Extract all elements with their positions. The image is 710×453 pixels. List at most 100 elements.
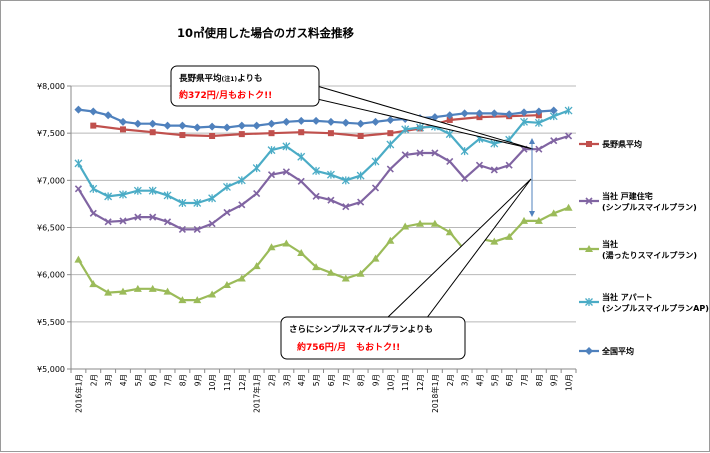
data-point (133, 119, 142, 128)
callout-top: 長野県平均(注1)よりも 約372円/月もおトク!! (170, 65, 534, 150)
data-point (341, 118, 350, 127)
marker-star (282, 142, 291, 151)
data-point (193, 198, 202, 207)
data-point (356, 269, 365, 277)
marker-x (119, 217, 127, 225)
data-point (534, 107, 543, 116)
data-point (297, 116, 306, 125)
marker-star (148, 186, 157, 195)
data-point (326, 170, 335, 179)
marker-diamond (445, 111, 454, 120)
series-line (77, 206, 569, 302)
marker-x (342, 203, 350, 211)
marker-triangle (133, 284, 142, 292)
legend-label-sub: (シンプルスマイルプラン) (602, 202, 697, 212)
marker-triangle (371, 254, 380, 262)
marker-x (267, 171, 276, 179)
data-point (148, 284, 157, 292)
data-point (490, 109, 499, 118)
data-point (475, 161, 484, 169)
legend-label: 全国平均 (601, 346, 634, 356)
data-point (535, 145, 543, 153)
series-line (77, 134, 569, 231)
data-point (267, 146, 276, 155)
data-point (179, 132, 186, 139)
x-tick-label: 3月 (282, 374, 291, 386)
marker-star (193, 198, 202, 207)
data-point (104, 218, 112, 226)
marker-square (90, 122, 97, 129)
marker-x (490, 166, 498, 174)
series-line (77, 109, 569, 205)
callout-bottom-line2b: もおトク!! (356, 342, 400, 353)
marker-triangle (252, 262, 261, 270)
marker-triangle (401, 222, 410, 230)
marker-star (119, 190, 127, 199)
y-tick-label: ¥7,000 (37, 176, 65, 185)
series-layer (74, 105, 573, 304)
data-point (564, 106, 573, 115)
data-point (386, 115, 395, 124)
marker-triangle (148, 284, 157, 292)
x-tick-label: 4月 (475, 374, 484, 386)
data-point (326, 117, 335, 126)
callout-bottom: さらにシンプルスマイルプランよりも 約756円/月 もおトク!! (280, 178, 532, 360)
marker-x (178, 225, 186, 233)
marker-star (326, 170, 335, 179)
marker-star (371, 157, 380, 166)
data-point (416, 219, 425, 227)
data-point (341, 176, 350, 185)
data-point (238, 201, 246, 209)
marker-x (312, 192, 320, 200)
marker-x (282, 168, 290, 176)
data-point (298, 129, 305, 136)
data-point (74, 185, 82, 193)
marker-square (446, 116, 453, 123)
legend-label: 長野県平均 (602, 139, 642, 149)
x-tick-label: 2017年1月 (252, 374, 262, 413)
marker-x (505, 161, 513, 169)
data-point (237, 274, 246, 282)
marker-star (520, 117, 528, 126)
marker-star (460, 147, 469, 156)
data-point (267, 119, 276, 128)
callout-bottom-pointer (384, 178, 532, 320)
marker-triangle (534, 216, 543, 224)
data-point (104, 288, 113, 296)
data-point (430, 113, 439, 122)
marker-diamond (297, 116, 306, 125)
marker-triangle (430, 219, 439, 227)
data-point (118, 117, 127, 126)
data-point (237, 121, 246, 130)
marker-triangle (341, 274, 350, 282)
data-point (267, 171, 276, 179)
data-point (222, 182, 231, 191)
y-tick-label: ¥6,000 (37, 271, 65, 280)
data-point (312, 263, 321, 271)
data-point (148, 186, 157, 195)
marker-star (585, 298, 593, 306)
data-point (446, 116, 453, 123)
marker-triangle (178, 296, 187, 304)
data-point (445, 228, 454, 236)
callout-bottom-line2a: 約756円/月 (297, 341, 346, 353)
data-point (90, 122, 97, 129)
marker-diamond (237, 121, 246, 130)
marker-diamond (505, 110, 514, 119)
marker-square (298, 129, 305, 136)
data-point (445, 111, 454, 120)
marker-star (534, 118, 543, 127)
marker-diamond (312, 116, 321, 125)
y-tick-label: ¥6,500 (37, 224, 65, 233)
data-point (460, 147, 469, 156)
data-point (327, 130, 334, 137)
data-point (118, 287, 127, 295)
data-point (252, 121, 261, 130)
marker-diamond (74, 105, 83, 114)
data-point (237, 176, 246, 185)
marker-triangle (416, 219, 425, 227)
data-point (297, 248, 306, 256)
legend-label: 当社 戸建住宅 (602, 191, 653, 201)
data-point (178, 225, 186, 233)
marker-star (445, 130, 454, 139)
